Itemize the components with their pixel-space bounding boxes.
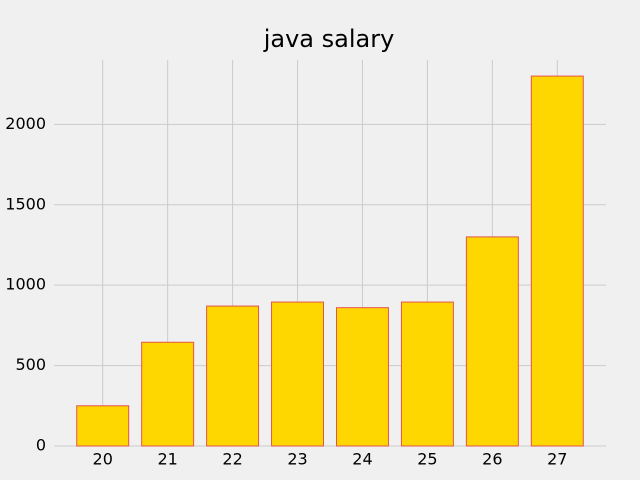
x-tick-label: 26	[482, 450, 502, 469]
x-tick-label: 24	[352, 450, 372, 469]
y-tick-label: 2000	[5, 114, 46, 133]
bar	[530, 75, 584, 447]
y-tick-label: 500	[15, 355, 46, 374]
y-tick-label: 1500	[5, 194, 46, 213]
x-tick-label: 20	[93, 450, 113, 469]
x-tick-label: 27	[547, 450, 567, 469]
bar	[400, 301, 454, 447]
bar	[271, 301, 325, 447]
x-tick-label: 23	[287, 450, 307, 469]
y-tick-label: 1000	[5, 275, 46, 294]
bar	[465, 236, 519, 447]
bar	[141, 341, 195, 447]
x-tick-label: 25	[417, 450, 437, 469]
y-tick-label: 0	[36, 436, 46, 455]
bar	[335, 307, 389, 447]
chart-title: java salary	[263, 25, 395, 53]
bar	[76, 405, 130, 447]
x-tick-label: 21	[157, 450, 177, 469]
bar	[206, 305, 260, 447]
x-tick-label: 22	[222, 450, 242, 469]
